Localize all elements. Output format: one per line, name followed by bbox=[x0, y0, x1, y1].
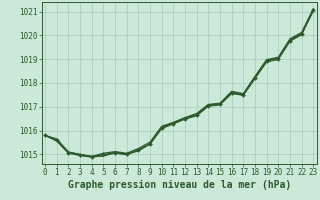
X-axis label: Graphe pression niveau de la mer (hPa): Graphe pression niveau de la mer (hPa) bbox=[68, 180, 291, 190]
